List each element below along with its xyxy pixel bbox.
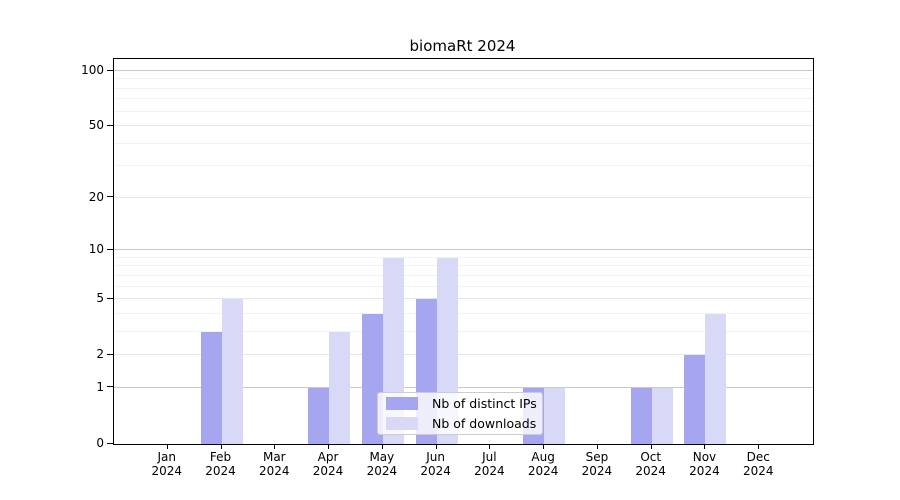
legend-label-distinct-ips: Nb of distinct IPs [432, 396, 537, 412]
x-tick-may [381, 444, 383, 449]
gridline-50 [114, 125, 813, 127]
gridline-minor [114, 256, 813, 258]
bar-distinct-ips-nov [684, 355, 706, 444]
x-tick-oct [650, 444, 652, 449]
x-tick-jan [166, 444, 168, 449]
gridline-minor [114, 274, 813, 276]
gridline-minor [114, 165, 813, 167]
gridline-minor [114, 265, 813, 267]
x-tick-nov [704, 444, 706, 449]
legend-swatch-downloads [386, 416, 418, 430]
legend-label-downloads: Nb of downloads [432, 415, 537, 431]
y-tick-100 [107, 69, 113, 71]
bar-distinct-ips-apr [308, 387, 330, 444]
legend-swatch-distinct-ips [386, 397, 418, 411]
y-tick-1 [107, 386, 113, 388]
y-axis-label-5: 5 [96, 291, 104, 306]
y-axis-label-1: 1 [96, 379, 104, 394]
gridline-minor [114, 312, 813, 314]
bar-distinct-ips-feb [200, 331, 222, 444]
x-tick-feb [220, 444, 222, 449]
gridline-minor [114, 78, 813, 80]
x-tick-jun [435, 444, 437, 449]
bar-downloads-feb [221, 299, 243, 444]
x-axis-label-feb: Feb 2024 [205, 450, 236, 478]
gridline-minor [114, 98, 813, 100]
gridline-20 [114, 196, 813, 198]
x-tick-jul [489, 444, 491, 449]
x-axis-label-jun: Jun 2024 [420, 450, 451, 478]
gridline-5 [114, 298, 813, 300]
gridline-2 [114, 354, 813, 356]
bar-downloads-aug [544, 387, 566, 444]
y-tick-0 [107, 442, 113, 444]
bar-distinct-ips-oct [630, 387, 652, 444]
gridline-minor [114, 330, 813, 332]
gridline-10 [114, 249, 813, 251]
bar-downloads-apr [329, 331, 351, 444]
y-axis-label-0: 0 [96, 436, 104, 450]
y-tick-5 [107, 297, 113, 299]
x-axis-label-aug: Aug 2024 [527, 450, 559, 478]
x-tick-dec [758, 444, 760, 449]
y-tick-50 [107, 124, 113, 126]
y-tick-2 [107, 353, 113, 355]
legend: Nb of distinct IPs Nb of downloads [377, 392, 543, 435]
gridline-minor [114, 110, 813, 112]
x-tick-apr [328, 444, 330, 449]
gridline-100 [114, 70, 813, 71]
x-axis-label-jan: Jan 2024 [151, 450, 183, 478]
plot-area [113, 58, 814, 445]
gridline-minor [114, 87, 813, 89]
chart-title: biomaRt 2024 [409, 37, 516, 55]
gridline-1 [114, 386, 813, 388]
x-axis-label-dec: Dec 2024 [742, 450, 774, 478]
x-axis-label-oct: Oct 2024 [635, 450, 666, 478]
x-tick-aug [543, 444, 545, 449]
x-axis-label-apr: Apr 2024 [312, 450, 344, 478]
x-axis-label-nov: Nov 2024 [689, 450, 720, 478]
x-tick-sep [596, 444, 598, 449]
x-axis-label-sep: Sep 2024 [581, 450, 613, 478]
y-tick-20 [107, 196, 113, 198]
y-axis-label-50: 50 [88, 118, 104, 133]
bar-downloads-nov [705, 313, 727, 444]
gridline-minor [114, 142, 813, 144]
x-axis-label-mar: Mar 2024 [259, 450, 290, 478]
x-tick-mar [274, 444, 276, 449]
y-axis-label-10: 10 [88, 242, 104, 257]
gridline-minor [114, 285, 813, 287]
y-tick-10 [107, 248, 113, 250]
x-axis-label-jul: Jul 2024 [474, 450, 505, 478]
bar-downloads-oct [651, 387, 673, 444]
x-axis-label-may: May 2024 [366, 450, 398, 478]
legend-item-distinct-ips: Nb of distinct IPs [378, 396, 542, 412]
y-axis-label-100: 100 [81, 63, 104, 77]
legend-item-downloads: Nb of downloads [378, 416, 542, 432]
y-axis-label-2: 2 [96, 347, 104, 362]
y-axis-label-20: 20 [88, 189, 104, 204]
